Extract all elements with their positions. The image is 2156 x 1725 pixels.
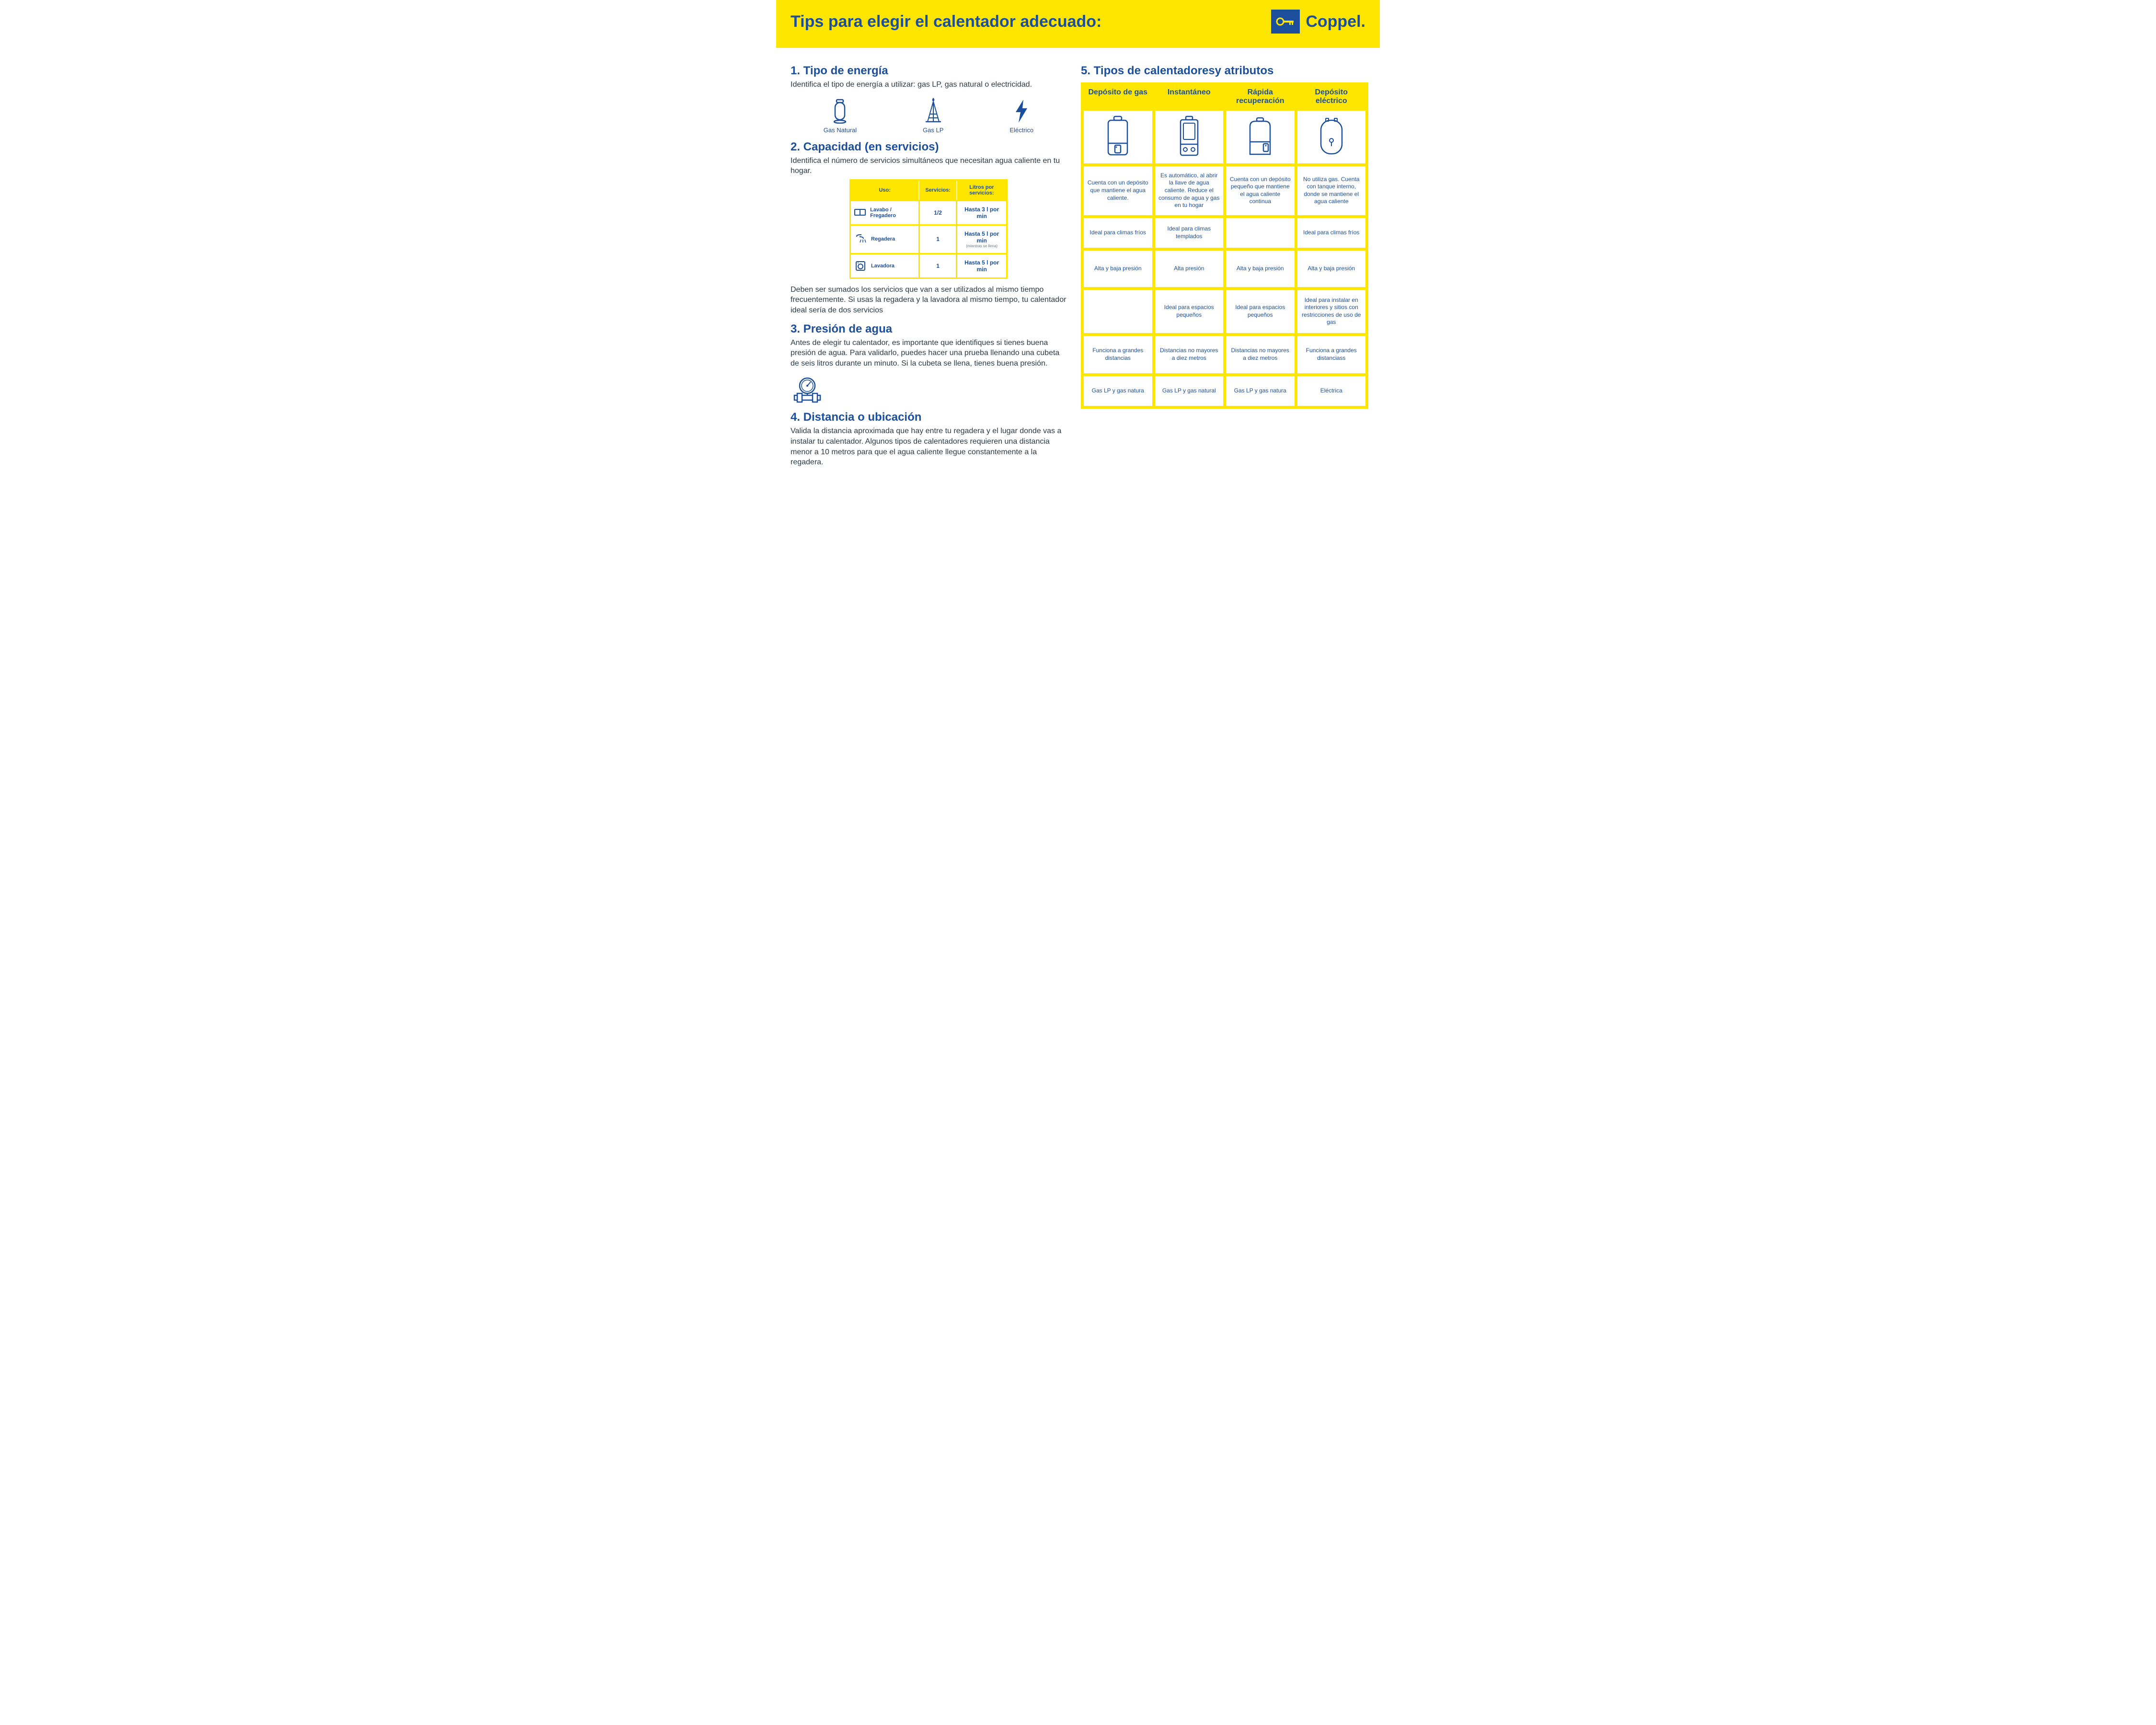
pressure-gauge-icon	[791, 375, 1067, 404]
cap-lps-2: Hasta 5 l por min	[957, 253, 1007, 278]
types-cell	[1226, 218, 1295, 248]
table-row: Lavadora 1 Hasta 5 l por min	[850, 253, 1007, 278]
heater-electric-icon	[1297, 111, 1366, 163]
types-cell: Cuenta con un depósito pequeño que manti…	[1226, 166, 1295, 215]
types-cell: Ideal para climas templados	[1155, 218, 1224, 248]
cap-th-uso: Uso:	[850, 180, 919, 200]
section-2-note: Deben ser sumados los servicios que van …	[791, 285, 1067, 316]
types-cell: Gas LP y gas natura	[1084, 376, 1152, 406]
types-cell: Distancias no mayores a diez metros	[1155, 336, 1224, 373]
section-3-desc: Antes de elegir tu calentador, es import…	[791, 338, 1067, 369]
types-cell: Funciona a grandes distanciass	[1297, 336, 1366, 373]
types-table: Depósito de gas Instantáneo Rápida recup…	[1081, 82, 1368, 409]
cap-uso-1: Regadera	[871, 236, 895, 242]
table-row: Regadera 1 Hasta 5 l por min(mientras se…	[850, 225, 1007, 253]
capacity-table: Uso: Servicios: Litros por servicios: La…	[849, 179, 1008, 279]
section-2-heading: 2. Capacidad (en servicios)	[791, 140, 1067, 154]
energy-icons-row: Gas Natural Gas LP Eléct	[791, 97, 1067, 134]
types-cell: Alta y baja presión	[1297, 251, 1366, 287]
types-cell: Ideal para climas fríos	[1297, 218, 1366, 248]
section-2-desc: Identifica el número de servicios simult…	[791, 156, 1067, 176]
cap-uso-2: Lavadora	[871, 263, 895, 269]
heater-rapid-icon	[1226, 111, 1295, 163]
heater-tank-gas-icon	[1084, 111, 1152, 163]
cap-lps-1-sub: (mientras se llena)	[960, 244, 1003, 248]
types-cell: Es automático, al abrir la llave de agua…	[1155, 166, 1224, 215]
types-cell: Distancias no mayores a diez metros	[1226, 336, 1295, 373]
types-images-row	[1084, 111, 1365, 163]
types-cell: Ideal para climas fríos	[1084, 218, 1152, 248]
types-cell: Funciona a grandes distancias	[1084, 336, 1152, 373]
types-cell: Ideal para espacios pequeños	[1226, 290, 1295, 333]
types-header-row: Depósito de gas Instantáneo Rápida recup…	[1084, 85, 1365, 109]
cap-serv-2: 1	[919, 253, 956, 278]
types-cell: Eléctrica	[1297, 376, 1366, 406]
table-row: Ideal para espacios pequeños Ideal para …	[1084, 290, 1365, 333]
header-banner: Tips para elegir el calentador adecuado:…	[776, 0, 1380, 48]
types-col-3: Depósito eléctrico	[1297, 85, 1366, 109]
table-row: Cuenta con un depósito que mantiene el a…	[1084, 166, 1365, 215]
section-5-heading: 5. Tipos de calentadoresy atributos	[1081, 64, 1368, 78]
heater-instant-icon	[1155, 111, 1224, 163]
energy-gas-lp: Gas LP	[923, 97, 944, 134]
types-col-2: Rápida recuperación	[1226, 85, 1295, 109]
table-row: Ideal para climas fríos Ideal para clima…	[1084, 218, 1365, 248]
page-title: Tips para elegir el calentador adecuado:	[791, 12, 1101, 31]
brand: Coppel.	[1271, 10, 1365, 34]
types-cell: Alta y baja presión	[1084, 251, 1152, 287]
section-3-heading: 3. Presión de agua	[791, 322, 1067, 336]
energy-gas-natural-label: Gas Natural	[824, 126, 857, 134]
cap-lps-1: Hasta 5 l por min	[964, 230, 999, 244]
left-column: 1. Tipo de energía Identifica el tipo de…	[791, 58, 1067, 474]
washer-icon	[854, 261, 867, 271]
energy-gas-natural: Gas Natural	[824, 97, 857, 134]
types-cell: Ideal para espacios pequeños	[1155, 290, 1224, 333]
cap-th-lps: Litros por servicios:	[957, 180, 1007, 200]
lightning-bolt-icon	[1012, 97, 1031, 124]
cap-uso-0: Lavabo / Fregadero	[870, 207, 916, 218]
section-1-desc: Identifica el tipo de energía a utilizar…	[791, 80, 1067, 90]
oil-derrick-icon	[923, 97, 944, 124]
cap-serv-0: 1/2	[919, 200, 956, 225]
types-cell: Alta y baja presión	[1226, 251, 1295, 287]
section-4-heading: 4. Distancia o ubicación	[791, 411, 1067, 424]
shower-icon	[854, 234, 867, 244]
types-cell: Gas LP y gas natural	[1155, 376, 1224, 406]
types-cell: Ideal para instalar en interiores y siti…	[1297, 290, 1366, 333]
cap-th-serv: Servicios:	[919, 180, 956, 200]
types-col-0: Depósito de gas	[1084, 85, 1152, 109]
energy-gas-lp-label: Gas LP	[923, 126, 943, 134]
types-cell: No utiliza gas. Cuenta con tanque intern…	[1297, 166, 1366, 215]
table-row: Funciona a grandes distancias Distancias…	[1084, 336, 1365, 373]
right-column: 5. Tipos de calentadoresy atributos Depó…	[1081, 58, 1368, 474]
cap-serv-1: 1	[919, 225, 956, 253]
types-cell	[1084, 290, 1152, 333]
table-row: Gas LP y gas natura Gas LP y gas natural…	[1084, 376, 1365, 406]
types-cell: Cuenta con un depósito que mantiene el a…	[1084, 166, 1152, 215]
section-4-desc: Valida la distancia aproximada que hay e…	[791, 426, 1067, 467]
table-row: Lavabo / Fregadero 1/2 Hasta 3 l por min	[850, 200, 1007, 225]
gas-tank-icon	[832, 97, 848, 124]
energy-electric: Eléctrico	[1009, 97, 1033, 134]
types-cell: Alta presión	[1155, 251, 1224, 287]
types-cell: Gas LP y gas natura	[1226, 376, 1295, 406]
key-logo-icon	[1271, 10, 1300, 34]
brand-name: Coppel.	[1306, 12, 1365, 31]
table-row: Alta y baja presión Alta presión Alta y …	[1084, 251, 1365, 287]
section-1-heading: 1. Tipo de energía	[791, 64, 1067, 78]
energy-electric-label: Eléctrico	[1009, 126, 1033, 134]
sink-icon	[854, 208, 866, 217]
types-col-1: Instantáneo	[1155, 85, 1224, 109]
cap-lps-0: Hasta 3 l por min	[957, 200, 1007, 225]
